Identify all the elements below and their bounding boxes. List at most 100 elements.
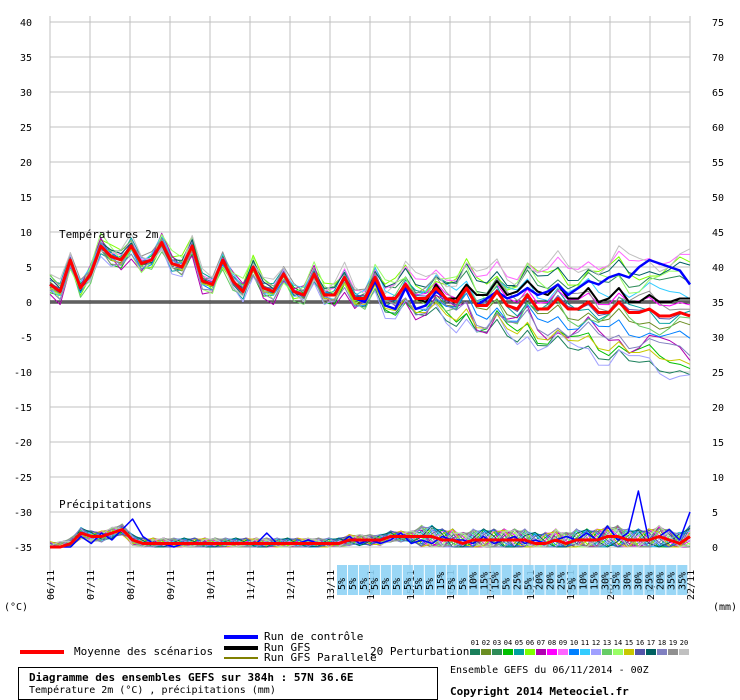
perturbation-number: 12 bbox=[592, 639, 600, 647]
perturbation-legend: 01 02 03 04 05 06 07 08 09 10 11 12 13 14 15 16 17 18 19 20 bbox=[470, 639, 689, 655]
snow-probability-label: 10% bbox=[469, 572, 480, 590]
snow-probability-marker bbox=[391, 565, 402, 595]
snow-probability-label: 5% bbox=[447, 578, 458, 590]
perturbation-number: 07 bbox=[537, 639, 545, 647]
snow-probability-marker bbox=[589, 565, 600, 595]
footer-title: Diagramme des ensembles GEFS sur 384h : … bbox=[29, 671, 354, 684]
right-tick-label: 50 bbox=[712, 193, 724, 204]
x-tick-label: 10/11 bbox=[206, 570, 217, 600]
x-tick-label: 08/11 bbox=[126, 570, 137, 600]
left-tick-label: 40 bbox=[20, 18, 32, 29]
snow-probability-label: 25% bbox=[513, 572, 524, 590]
mean-line bbox=[49, 241, 691, 318]
snow-probability-marker bbox=[633, 565, 644, 595]
snow-probability-label: 5% bbox=[348, 578, 359, 590]
perturbation-number: 10 bbox=[570, 639, 578, 647]
legend: Moyenne des scénarios Run de contrôle Ru… bbox=[20, 630, 689, 664]
perturbation-number: 16 bbox=[636, 639, 644, 647]
snow-probability-label: 5% bbox=[403, 578, 414, 590]
snow-probability-marker bbox=[347, 565, 358, 595]
snow-probability-marker bbox=[358, 565, 369, 595]
perturbation-swatch bbox=[679, 649, 689, 655]
left-tick-label: 20 bbox=[20, 158, 32, 169]
perturbation-number: 17 bbox=[647, 639, 655, 647]
right-tick-label: 65 bbox=[712, 88, 724, 99]
perturbation-swatch bbox=[591, 649, 601, 655]
perturbation-swatch bbox=[514, 649, 524, 655]
perturbation-number: 19 bbox=[669, 639, 677, 647]
snow-probability-label: 35% bbox=[611, 572, 622, 590]
main-series bbox=[49, 241, 692, 549]
snow-probability-label: 10% bbox=[579, 572, 590, 590]
snow-probability-marker bbox=[534, 565, 545, 595]
perturbation-number: 08 bbox=[548, 639, 556, 647]
perturbation-number: 09 bbox=[559, 639, 567, 647]
left-tick-label: 30 bbox=[20, 88, 32, 99]
perturbation-number: 01 bbox=[471, 639, 479, 647]
perturbation-swatch bbox=[558, 649, 568, 655]
snow-probability-marker bbox=[457, 565, 468, 595]
x-tick-label: 09/11 bbox=[166, 570, 177, 600]
right-tick-label: 0 bbox=[712, 543, 718, 554]
snow-probability-marker bbox=[413, 565, 424, 595]
snow-probability-marker bbox=[512, 565, 523, 595]
perturbation-number: 11 bbox=[581, 639, 589, 647]
right-tick-label: 25 bbox=[712, 368, 724, 379]
footer-subtitle: Température 2m (°C) , précipitations (mm… bbox=[29, 685, 276, 696]
perturbation-swatch bbox=[624, 649, 634, 655]
perturbation-swatch bbox=[525, 649, 535, 655]
snow-probability-label: 5% bbox=[381, 578, 392, 590]
snow-probability-label: 5% bbox=[392, 578, 403, 590]
left-tick-label: 5 bbox=[26, 263, 32, 274]
left-tick-label: -35 bbox=[14, 543, 32, 554]
perturbation-swatch bbox=[547, 649, 557, 655]
right-tick-label: 55 bbox=[712, 158, 724, 169]
snow-probability-label: 25% bbox=[557, 572, 568, 590]
perturbation-swatch bbox=[580, 649, 590, 655]
snow-probability-marker bbox=[468, 565, 479, 595]
left-tick-label: -30 bbox=[14, 508, 32, 519]
snow-probability-marker bbox=[611, 565, 622, 595]
left-axis-unit: (°C) bbox=[4, 602, 28, 613]
snow-probability-marker bbox=[380, 565, 391, 595]
perturbation-swatch bbox=[492, 649, 502, 655]
snow-probability-marker bbox=[622, 565, 633, 595]
precipitation-section-label: Précipitations bbox=[59, 498, 152, 511]
perturbation-swatch bbox=[481, 649, 491, 655]
perturbation-swatch bbox=[646, 649, 656, 655]
snow-probability-label: 30% bbox=[622, 572, 633, 590]
snow-probability-label: 20% bbox=[535, 572, 546, 590]
x-tick-label: 06/11 bbox=[46, 570, 57, 600]
left-tick-label: 15 bbox=[20, 193, 32, 204]
perturbation-swatch bbox=[569, 649, 579, 655]
snow-probability-label: 15% bbox=[480, 572, 491, 590]
left-tick-label: -10 bbox=[14, 368, 32, 379]
perturbation-line bbox=[49, 234, 691, 302]
snow-probability-marker bbox=[677, 565, 688, 595]
right-tick-label: 40 bbox=[712, 263, 724, 274]
perturbation-number: 05 bbox=[515, 639, 523, 647]
snow-probability-label: 5% bbox=[502, 578, 513, 590]
snow-probability-label: 15% bbox=[436, 572, 447, 590]
snow-probability-marker bbox=[644, 565, 655, 595]
perturbation-swatch bbox=[536, 649, 546, 655]
snow-probability-marker bbox=[402, 565, 413, 595]
right-axis-unit: (mm) bbox=[713, 602, 737, 613]
snow-probability-label: 20% bbox=[546, 572, 557, 590]
snow-probability-label: 20% bbox=[655, 572, 666, 590]
right-tick-label: 35 bbox=[712, 298, 724, 309]
perturbation-precip-line bbox=[49, 524, 691, 548]
perturbation-swatch bbox=[613, 649, 623, 655]
x-tick-label: 22/11 bbox=[686, 570, 697, 600]
left-tick-label: 0 bbox=[26, 298, 32, 309]
snow-probability-marker bbox=[435, 565, 446, 595]
x-tick-label: 13/11 bbox=[326, 570, 337, 600]
snow-probability-label: 30% bbox=[600, 572, 611, 590]
right-tick-label: 60 bbox=[712, 123, 724, 134]
x-tick-label: 12/11 bbox=[286, 570, 297, 600]
snow-probability-label: 5% bbox=[425, 578, 436, 590]
right-tick-label: 45 bbox=[712, 228, 724, 239]
perturbation-swatch bbox=[635, 649, 645, 655]
right-tick-label: 10 bbox=[712, 473, 724, 484]
snow-probability-marker bbox=[556, 565, 567, 595]
